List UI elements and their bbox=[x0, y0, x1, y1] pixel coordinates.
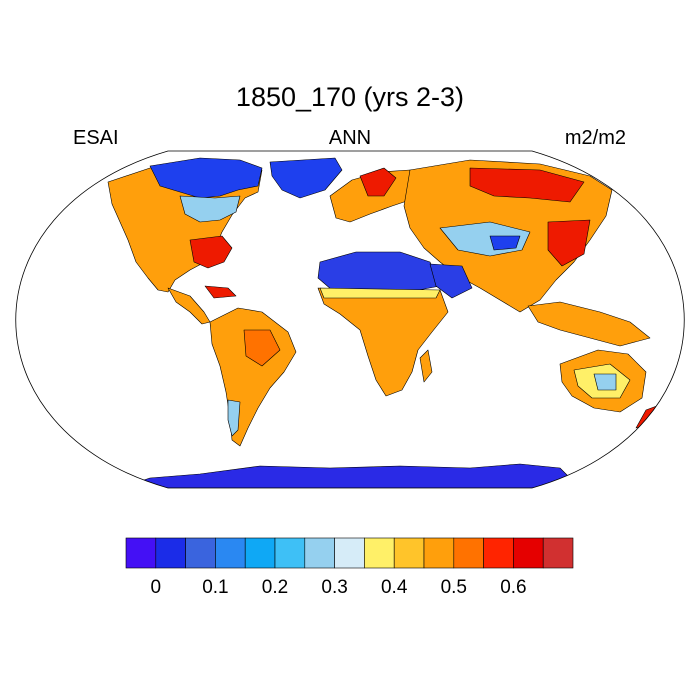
colorbar-tick-label: 0.2 bbox=[262, 577, 288, 598]
east-asia-red bbox=[547, 219, 591, 267]
colorbar-tick-label: 0.5 bbox=[441, 577, 467, 598]
page-title: 1850_170 (yrs 2-3) bbox=[235, 82, 465, 112]
tibet-cool bbox=[489, 235, 521, 251]
africa-sahara bbox=[317, 251, 441, 293]
arabia bbox=[429, 263, 473, 299]
colorbar-swatch bbox=[542, 537, 574, 569]
maritime-continent bbox=[527, 301, 651, 347]
colorbar-swatch bbox=[185, 537, 216, 569]
us-east bbox=[189, 235, 233, 269]
units-label: m2/m2 bbox=[564, 127, 626, 149]
variable-label: ESAI bbox=[73, 127, 119, 149]
colorbar-swatch bbox=[125, 537, 157, 569]
colorbar-tick-label: 0.3 bbox=[321, 577, 347, 598]
colorbar-swatch bbox=[274, 537, 306, 569]
caribbean bbox=[204, 285, 237, 299]
australia-center-cool bbox=[593, 373, 617, 391]
colorbar-swatch bbox=[304, 537, 335, 569]
patagonia-cool bbox=[227, 399, 241, 437]
colorbar-swatch bbox=[423, 537, 455, 569]
colorbar-swatch bbox=[513, 537, 544, 569]
antarctica bbox=[119, 463, 581, 488]
canada-cool-band bbox=[179, 195, 241, 223]
colorbar-swatch bbox=[393, 537, 425, 569]
africa-yellow-band bbox=[319, 287, 441, 299]
greenland bbox=[269, 157, 343, 199]
central-america bbox=[167, 287, 211, 325]
siberia-red bbox=[469, 167, 585, 203]
madagascar bbox=[419, 349, 433, 383]
season-label: ANN bbox=[328, 127, 372, 149]
colorbar-tick-label: 0.4 bbox=[381, 577, 408, 598]
colorbar-swatch bbox=[155, 537, 186, 569]
colorbar-tick-label: 0.1 bbox=[202, 577, 228, 598]
colorbar-swatch bbox=[244, 537, 276, 569]
colorbar-swatch bbox=[215, 537, 246, 569]
colorbar-tick-label: 0.6 bbox=[500, 577, 526, 598]
south-america-deep bbox=[243, 329, 281, 367]
colorbar-swatch bbox=[334, 537, 365, 569]
colorbar-tick-label: 0 bbox=[151, 577, 162, 598]
north-america-arctic bbox=[149, 157, 263, 199]
colorbar-swatch bbox=[364, 537, 395, 569]
map-boundary bbox=[15, 150, 685, 489]
colorbar-swatch bbox=[453, 537, 484, 569]
colorbar-swatch bbox=[483, 537, 514, 569]
scandinavia bbox=[359, 167, 397, 197]
